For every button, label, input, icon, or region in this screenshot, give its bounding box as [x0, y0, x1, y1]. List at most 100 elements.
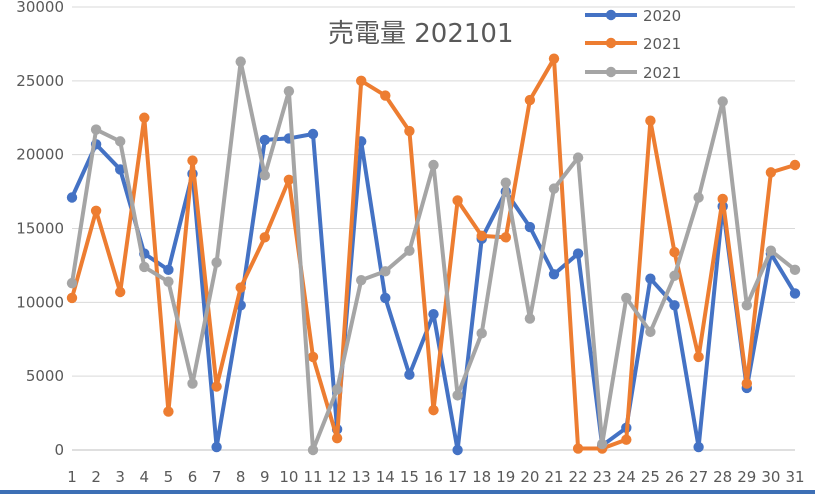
data-point	[452, 444, 463, 456]
data-point	[139, 261, 150, 273]
legend-swatch-marker	[605, 37, 617, 49]
data-point	[115, 136, 126, 147]
data-point	[621, 292, 632, 304]
data-point	[235, 282, 246, 293]
legend-entry: 2021	[585, 35, 681, 53]
legend-label: 2020	[643, 7, 681, 25]
data-point	[187, 378, 198, 389]
legend-entry: 2021	[585, 64, 681, 82]
data-point	[259, 232, 270, 243]
data-point	[669, 300, 680, 311]
data-point	[259, 134, 270, 146]
data-point	[283, 85, 295, 97]
data-point	[548, 53, 560, 64]
data-point	[741, 378, 752, 389]
y-tick-label: 30000	[16, 0, 64, 16]
x-tick-label: 14	[376, 468, 395, 486]
x-tick-label: 21	[544, 468, 563, 486]
y-tick-label: 15000	[16, 220, 64, 238]
data-point	[645, 273, 656, 284]
x-tick-label: 12	[328, 468, 347, 486]
data-point	[693, 192, 704, 203]
data-point	[380, 90, 391, 101]
data-point	[211, 441, 222, 453]
window-bottom-edge	[0, 490, 815, 494]
data-point	[404, 369, 415, 380]
data-point	[597, 438, 608, 450]
y-tick-label: 25000	[16, 72, 64, 90]
x-tick-label: 27	[689, 468, 708, 486]
data-point	[693, 441, 704, 453]
x-tick-label: 15	[400, 468, 419, 486]
data-point	[452, 195, 463, 206]
y-tick-label: 10000	[16, 293, 64, 311]
data-point	[645, 115, 656, 126]
data-point	[404, 245, 415, 256]
data-point	[476, 230, 487, 242]
data-point	[90, 124, 102, 135]
data-point	[307, 444, 319, 456]
data-point	[66, 277, 78, 289]
data-point	[717, 193, 728, 205]
data-point	[789, 288, 801, 299]
data-point	[235, 56, 246, 67]
x-tick-label: 10	[279, 468, 298, 486]
data-point	[717, 96, 728, 107]
data-point	[139, 112, 150, 123]
data-point	[404, 125, 415, 137]
y-tick-label: 0	[54, 441, 64, 459]
x-tick-label: 2	[91, 468, 101, 486]
data-point	[476, 328, 487, 339]
data-point	[428, 404, 439, 416]
x-tick-label: 7	[212, 468, 222, 486]
data-point	[356, 274, 367, 286]
data-point	[356, 75, 367, 87]
data-point	[500, 177, 511, 188]
data-point	[115, 164, 126, 175]
data-point	[572, 152, 584, 163]
data-point	[548, 269, 560, 280]
data-point	[90, 205, 102, 216]
data-point	[621, 434, 632, 445]
data-point	[765, 167, 777, 178]
data-point	[163, 276, 174, 287]
legend-entry: 2020	[585, 7, 681, 25]
x-axis-labels: 1 2 3 4 5 6 7 8 9 10 11 12 13 14 15 16 17 18 19 20 21 22 23 24 2…	[67, 468, 804, 486]
x-tick-label: 6	[188, 468, 198, 486]
x-tick-label: 17	[448, 468, 467, 486]
x-tick-label: 9	[260, 468, 270, 486]
series-line	[70, 56, 796, 451]
data-point	[283, 174, 295, 185]
x-tick-label: 8	[236, 468, 246, 486]
data-point	[331, 432, 343, 444]
data-point	[548, 183, 560, 194]
data-point	[452, 390, 463, 401]
x-tick-label: 3	[115, 468, 125, 486]
data-point	[669, 270, 680, 281]
y-axis-labels: 0 5000 10000 15000 20000 25000 30000	[16, 0, 64, 459]
data-point	[669, 246, 680, 258]
x-tick-label: 4	[140, 468, 150, 486]
data-point	[66, 192, 78, 203]
x-tick-label: 20	[520, 468, 539, 486]
data-point	[524, 313, 536, 324]
x-tick-label: 31	[785, 468, 804, 486]
series-1	[66, 53, 801, 454]
data-point	[572, 443, 584, 454]
x-tick-label: 24	[617, 468, 636, 486]
x-tick-label: 1	[67, 468, 77, 486]
data-point	[259, 170, 270, 181]
data-point	[789, 264, 801, 276]
x-tick-label: 22	[569, 468, 588, 486]
data-point	[331, 384, 343, 395]
data-point	[765, 245, 777, 256]
data-point	[428, 159, 439, 171]
x-tick-label: 23	[593, 468, 612, 486]
data-point	[572, 248, 584, 259]
x-tick-label: 19	[496, 468, 515, 486]
data-point	[380, 292, 391, 304]
data-point	[524, 94, 536, 106]
x-tick-label: 11	[303, 468, 322, 486]
